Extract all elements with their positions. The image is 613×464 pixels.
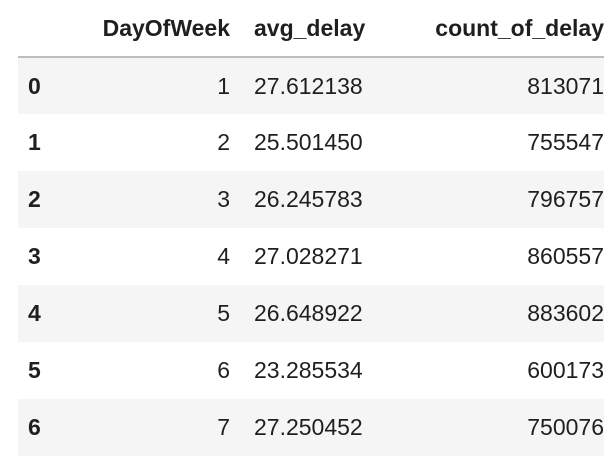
table-row: 5 6 23.285534 600173	[18, 342, 604, 399]
cell-avg-delay: 27.028271	[254, 243, 363, 269]
cell-dayofweek: 4	[217, 243, 230, 269]
row-index: 4	[28, 300, 41, 326]
row-index: 2	[28, 186, 41, 212]
row-index: 1	[28, 129, 41, 155]
table-row: 3 4 27.028271 860557	[18, 228, 604, 285]
dataframe-table: DayOfWeek avg_delay count_of_delay 0 1 2…	[18, 0, 604, 456]
table-row: 6 7 27.250452 750076	[18, 399, 604, 456]
header-dayofweek: DayOfWeek	[80, 0, 230, 58]
cell-avg-delay: 27.612138	[254, 72, 363, 99]
row-index: 5	[28, 357, 41, 383]
cell-avg-delay: 26.648922	[254, 300, 363, 326]
header-avg-delay: avg_delay	[230, 0, 404, 58]
cell-count-of-delay: 750076	[527, 414, 604, 440]
cell-count-of-delay: 813071	[527, 72, 604, 99]
cell-dayofweek: 1	[217, 72, 230, 99]
cell-avg-delay: 27.250452	[254, 414, 363, 440]
cell-count-of-delay: 600173	[527, 357, 604, 383]
header-index	[18, 0, 80, 58]
cell-avg-delay: 23.285534	[254, 357, 363, 383]
cell-count-of-delay: 796757	[527, 186, 604, 212]
header-count-of-delay: count_of_delay	[404, 0, 604, 58]
cell-dayofweek: 3	[217, 186, 230, 212]
table-row: 2 3 26.245783 796757	[18, 171, 604, 228]
cell-avg-delay: 25.501450	[254, 129, 363, 155]
cell-count-of-delay: 755547	[527, 129, 604, 155]
cell-avg-delay: 26.245783	[254, 186, 363, 212]
table-row: 0 1 27.612138 813071	[18, 57, 604, 114]
cell-count-of-delay: 860557	[527, 243, 604, 269]
table-row: 4 5 26.648922 883602	[18, 285, 604, 342]
cell-dayofweek: 5	[217, 300, 230, 326]
row-index: 6	[28, 414, 41, 440]
header-row: DayOfWeek avg_delay count_of_delay	[18, 0, 604, 58]
cell-dayofweek: 7	[217, 414, 230, 440]
row-index: 3	[28, 243, 41, 269]
table-body: 0 1 27.612138 813071 1 2 25.501450 75554…	[18, 57, 604, 456]
cell-count-of-delay: 883602	[527, 300, 604, 326]
row-index: 0	[28, 72, 41, 99]
table-header: DayOfWeek avg_delay count_of_delay	[18, 0, 604, 58]
cell-dayofweek: 6	[217, 357, 230, 383]
table-row: 1 2 25.501450 755547	[18, 114, 604, 171]
cell-dayofweek: 2	[217, 129, 230, 155]
